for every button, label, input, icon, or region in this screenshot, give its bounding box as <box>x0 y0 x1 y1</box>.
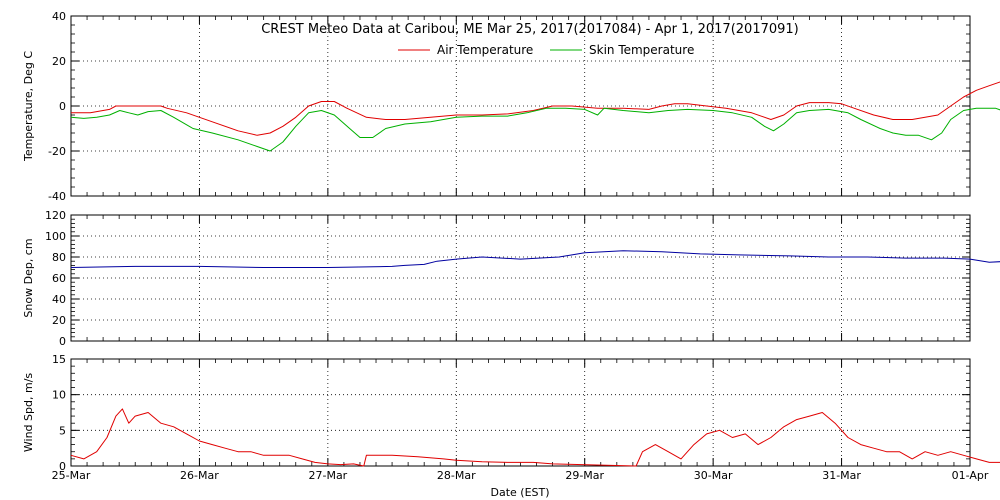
temperature-panel: -40 -20 0 20 40 Temperature, Deg C <box>22 10 1000 203</box>
chart-legend: Air Temperature Skin Temperature <box>398 43 694 57</box>
wind-speed-frame <box>70 358 971 467</box>
wind-speed-panel: 0 5 10 15 Wind Spd, m/s <box>22 353 1000 473</box>
temperature-ytick-label: 0 <box>59 100 66 113</box>
snow-depth-ytick-label: 120 <box>45 209 66 222</box>
wind-speed-series-line-1 <box>70 408 1000 467</box>
x-tick-label: 31-Mar <box>822 469 861 482</box>
snow-depth-ytick-label: 80 <box>52 251 66 264</box>
x-tick-label: 25-Mar <box>52 469 91 482</box>
snow-depth-ytick-label: 100 <box>45 230 66 243</box>
temperature-ytick-label: 40 <box>52 10 66 23</box>
wind-speed-ytick-label: 15 <box>52 353 66 366</box>
temperature-ytick-label: -40 <box>48 190 66 203</box>
wind-speed-ytick-label: 0 <box>59 460 66 473</box>
wind-speed-ytick-label: 5 <box>59 424 66 437</box>
temperature-ytick-label: 20 <box>52 55 66 68</box>
x-tick-label: 29-Mar <box>565 469 604 482</box>
chart-title: CREST Meteo Data at Caribou, ME Mar 25, … <box>261 22 799 37</box>
snow-depth-ytick-label: 20 <box>52 314 66 327</box>
snow-depth-ytick-label: 60 <box>52 272 66 285</box>
temperature-series-line-2 <box>70 107 1000 152</box>
x-tick-label: 01-Apr <box>952 469 989 482</box>
snow-depth-series-line-1 <box>70 250 1000 268</box>
wind-speed-y-axis-label: Wind Spd, m/s <box>22 373 35 453</box>
wind-speed-ytick-label: 10 <box>52 389 66 402</box>
temperature-series-line-1 <box>71 81 1000 136</box>
snow-depth-y-axis-label: Snow Dep, cm <box>22 238 35 317</box>
temperature-ytick-label: -20 <box>48 145 66 158</box>
chart-panels: -40 -20 0 20 40 Temperature, Deg C 0 20 40 60 80 10… <box>22 10 1000 482</box>
x-tick-labels: 25-Mar 26-Mar 27-Mar 28-Mar 29-Mar 30-Mar 31-M… <box>52 469 989 482</box>
snow-depth-ytick-label: 0 <box>59 335 66 348</box>
legend-air-label: Air Temperature <box>437 43 533 57</box>
legend-skin-label: Skin Temperature <box>589 43 694 57</box>
snow-depth-panel: 0 20 40 60 80 100 120 Snow Dep, cm <box>22 209 1000 348</box>
snow-depth-ytick-label: 40 <box>52 293 66 306</box>
x-tick-label: 28-Mar <box>437 469 476 482</box>
x-tick-label: 26-Mar <box>180 469 219 482</box>
temperature-y-axis-label: Temperature, Deg C <box>22 51 35 162</box>
x-axis-label: Date (EST) <box>490 486 549 499</box>
x-tick-label: 27-Mar <box>308 469 347 482</box>
x-tick-label: 30-Mar <box>694 469 733 482</box>
